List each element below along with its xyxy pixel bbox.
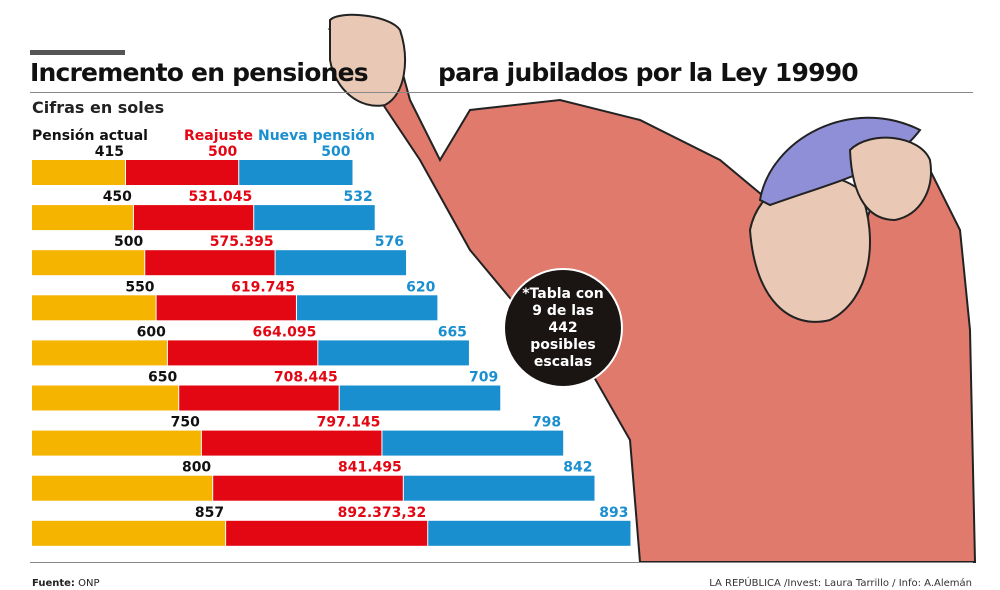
source: Fuente: ONP [32, 578, 100, 589]
bar-nueva-pension-6 [339, 385, 501, 411]
data-label-reajuste-3: 575.395 [210, 234, 274, 250]
bar-nueva-pension-2 [254, 205, 375, 231]
bar-reajuste-4 [156, 295, 296, 321]
data-label-reajuste-9: 892.373,32 [338, 505, 427, 521]
bar-reajuste-1 [125, 160, 239, 185]
data-label-pension-actual-4: 550 [125, 279, 154, 295]
data-label-nueva-pension-6: 709 [469, 370, 498, 386]
bar-nueva-pension-3 [275, 250, 407, 276]
source-value: ONP [78, 578, 100, 589]
data-label-reajuste-6: 708.445 [274, 370, 338, 386]
credits: LA REPÚBLICA /Invest: Laura Tarrillo / I… [709, 578, 972, 589]
data-label-nueva-pension-5: 665 [438, 324, 467, 340]
bar-pension-actual-6 [32, 385, 179, 411]
data-label-pension-actual-2: 450 [103, 189, 132, 205]
legend-reajuste: Reajuste [184, 128, 254, 144]
data-label-pension-actual-5: 600 [137, 324, 166, 340]
bar-pension-actual-9 [32, 520, 226, 546]
bar-nueva-pension-7 [382, 430, 564, 456]
data-label-nueva-pension-1: 500 [321, 144, 350, 160]
data-label-pension-actual-9: 857 [195, 505, 224, 521]
data-label-nueva-pension-8: 842 [563, 460, 592, 476]
left-fist [329, 13, 406, 107]
data-label-reajuste-5: 664.095 [253, 324, 317, 340]
footer-divider [30, 562, 973, 563]
chart-title: Incremento en pensiones [30, 58, 369, 87]
bar-nueva-pension-9 [428, 520, 631, 546]
data-label-nueva-pension-9: 893 [599, 505, 628, 521]
title-accent-bar [30, 50, 125, 55]
bar-pension-actual-2 [32, 205, 133, 231]
bar-reajuste-5 [167, 340, 318, 366]
bar-reajuste-3 [145, 250, 275, 276]
data-label-pension-actual-6: 650 [148, 370, 177, 386]
note-text: *Tabla con 9 de las 442 posibles escalas [522, 285, 604, 370]
bar-pension-actual-4 [32, 295, 156, 321]
right-fist [848, 136, 932, 222]
bar-pension-actual-1 [32, 160, 125, 185]
header-divider [30, 92, 973, 93]
data-label-nueva-pension-2: 532 [343, 189, 372, 205]
bar-reajuste-8 [213, 475, 403, 501]
data-label-nueva-pension-4: 620 [406, 279, 435, 295]
bar-nueva-pension-4 [296, 295, 438, 321]
data-label-pension-actual-1: 415 [95, 144, 124, 160]
chart-subtitle: Cifras en soles [32, 98, 165, 117]
bar-pension-actual-7 [32, 430, 201, 456]
bar-nueva-pension-8 [403, 475, 595, 501]
bar-reajuste-7 [201, 430, 382, 456]
data-label-nueva-pension-7: 798 [532, 415, 561, 431]
data-label-pension-actual-7: 750 [171, 415, 200, 431]
bar-pension-actual-3 [32, 250, 145, 276]
note-circle: *Tabla con 9 de las 442 posibles escalas [503, 268, 623, 388]
legend-pension-actual: Pensión actual [32, 128, 148, 144]
bar-nueva-pension-1 [239, 160, 353, 185]
data-label-reajuste-4: 619.745 [231, 279, 295, 295]
data-label-pension-actual-3: 500 [114, 234, 143, 250]
bar-reajuste-6 [179, 385, 339, 411]
bar-reajuste-9 [226, 520, 428, 546]
data-label-reajuste-2: 531.045 [188, 189, 252, 205]
bar-reajuste-2 [133, 205, 254, 231]
data-label-reajuste-8: 841.495 [338, 460, 402, 476]
legend-nueva-pension: Nueva pensión [258, 128, 375, 144]
chart-title-continued: para jubilados por la Ley 19990 [438, 58, 859, 87]
bar-pension-actual-5 [32, 340, 167, 366]
data-label-reajuste-7: 797.145 [317, 415, 381, 431]
bar-nueva-pension-5 [318, 340, 469, 366]
bar-pension-actual-8 [32, 475, 213, 501]
source-label: Fuente: [32, 578, 75, 589]
data-label-pension-actual-8: 800 [182, 460, 211, 476]
data-label-reajuste-1: 500 [208, 144, 237, 160]
data-label-nueva-pension-3: 576 [375, 234, 404, 250]
